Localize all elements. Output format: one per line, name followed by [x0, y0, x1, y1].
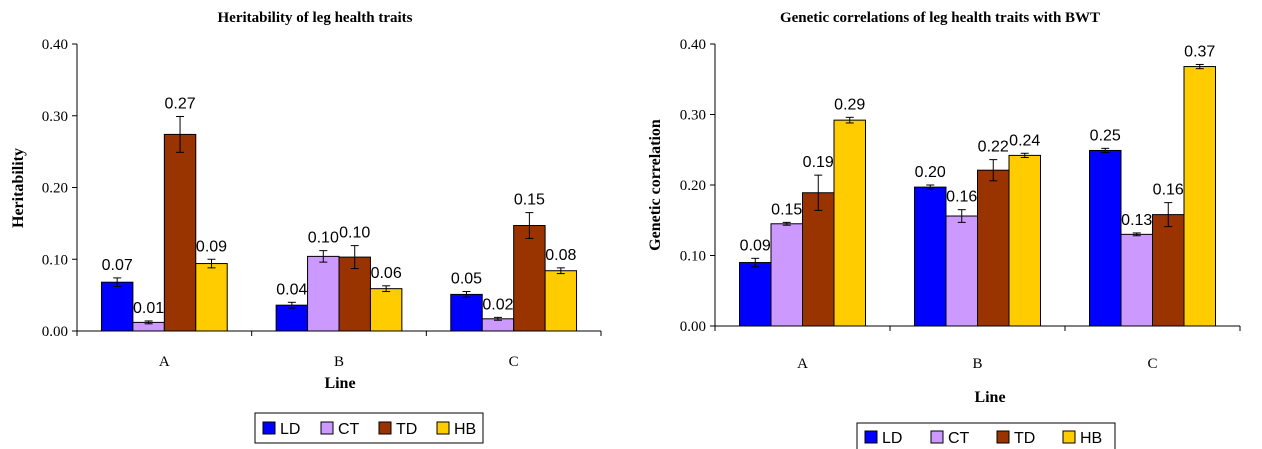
data-label: 0.09 — [740, 237, 771, 254]
legend-label: HB — [454, 421, 476, 438]
chart-title: Heritability of leg health traits — [218, 10, 413, 26]
x-tick-label: C — [509, 354, 519, 370]
legend-swatch-ld — [262, 421, 276, 435]
bar-ld — [914, 186, 947, 327]
data-label: 0.08 — [545, 247, 576, 264]
bar-td — [1152, 214, 1185, 327]
y-tick-label: 0.10 — [680, 249, 706, 265]
bar-ld — [739, 262, 772, 327]
bar-td — [977, 169, 1010, 327]
x-tick-label: B — [972, 356, 982, 372]
y-tick-label: 0.00 — [680, 319, 706, 335]
bar-td — [338, 256, 371, 332]
bar-ct — [307, 255, 340, 332]
data-label: 0.15 — [514, 192, 545, 209]
bar-ct — [770, 223, 803, 327]
data-label: 0.06 — [371, 265, 402, 282]
legend-label: LD — [280, 421, 300, 438]
data-label: 0.05 — [451, 271, 482, 288]
legend-swatch-hb — [1062, 430, 1076, 444]
y-tick-label: 0.30 — [42, 109, 68, 125]
data-label: 0.04 — [276, 281, 307, 298]
bar-ct — [945, 215, 978, 327]
bar-ld — [1089, 149, 1122, 327]
x-axis-label: Line — [324, 375, 355, 392]
legend-swatch-hb — [436, 421, 450, 435]
legend-label: CT — [948, 430, 970, 447]
bar-hb — [833, 119, 866, 327]
data-label: 0.29 — [834, 96, 865, 113]
data-label: 0.10 — [308, 230, 339, 247]
legend-label: TD — [396, 421, 417, 438]
bar-hb — [1008, 154, 1041, 327]
legend-swatch-td — [378, 421, 392, 435]
bar-hb — [544, 270, 578, 332]
plot-area: 0.00 0.10 0.20 0.30 0.40 A 0.07 0.01 0.27 0.09 B 0.… — [42, 37, 602, 370]
y-tick-label: 0.30 — [680, 108, 706, 124]
bar-td — [163, 133, 197, 332]
heritability-chart: Heritability of leg health traits Herita… — [10, 10, 602, 444]
y-tick-label: 0.10 — [42, 252, 68, 268]
data-label: 0.10 — [339, 225, 370, 242]
data-label: 0.09 — [196, 238, 227, 255]
data-label: 0.20 — [915, 164, 946, 181]
bar-hb — [195, 263, 228, 332]
x-tick-label: A — [159, 354, 170, 370]
bar-hb — [369, 288, 403, 332]
data-label: 0.16 — [946, 189, 977, 206]
data-label: 0.15 — [771, 201, 802, 218]
x-tick-label: C — [1147, 356, 1157, 372]
legend-label: CT — [338, 421, 360, 438]
data-label: 0.01 — [133, 300, 164, 317]
y-tick-label: 0.20 — [42, 181, 68, 197]
data-label: 0.22 — [978, 139, 1009, 156]
data-label: 0.19 — [803, 154, 834, 171]
data-label: 0.16 — [1153, 182, 1184, 199]
data-label: 0.02 — [482, 296, 513, 313]
bar-ld — [275, 304, 309, 332]
legend: LD CT TD HB — [856, 422, 1116, 449]
legend-label: TD — [1014, 430, 1035, 447]
legend-swatch-td — [996, 430, 1010, 444]
y-axis-label: Heritability — [10, 148, 27, 228]
bar-td — [513, 225, 546, 332]
x-axis-label: Line — [974, 389, 1005, 406]
data-label: 0.07 — [102, 257, 133, 274]
data-label: 0.37 — [1184, 43, 1215, 60]
bar-ct — [1120, 233, 1153, 327]
x-tick-label: B — [334, 354, 344, 370]
bar-ld — [100, 281, 134, 332]
y-tick-label: 0.40 — [42, 37, 68, 53]
plot-area: 0.00 0.10 0.20 0.30 0.40 A 0.09 0.15 0.19 0.29 B 0.… — [680, 37, 1241, 372]
data-label: 0.27 — [164, 95, 195, 112]
legend-swatch-ct — [320, 421, 334, 435]
chart-title: Genetic correlations of leg health trait… — [780, 10, 1100, 26]
legend-label: HB — [1080, 430, 1102, 447]
y-tick-label: 0.00 — [42, 324, 68, 340]
y-tick-label: 0.40 — [680, 37, 706, 53]
bar-hb — [1183, 66, 1216, 327]
x-tick-label: A — [797, 356, 808, 372]
legend-swatch-ct — [930, 430, 944, 444]
data-label: 0.24 — [1009, 132, 1040, 149]
legend-swatch-ld — [864, 430, 878, 444]
legend-label: LD — [882, 430, 902, 447]
y-tick-label: 0.20 — [680, 178, 706, 194]
legend: LD CT TD HB — [254, 412, 484, 444]
data-label: 0.13 — [1121, 212, 1152, 229]
bar-td — [802, 192, 835, 327]
genetic-correlation-chart: Genetic correlations of leg health trait… — [647, 10, 1241, 449]
y-axis-label: Genetic correlation — [647, 119, 664, 251]
bar-ld — [450, 293, 483, 332]
data-label: 0.25 — [1090, 127, 1121, 144]
